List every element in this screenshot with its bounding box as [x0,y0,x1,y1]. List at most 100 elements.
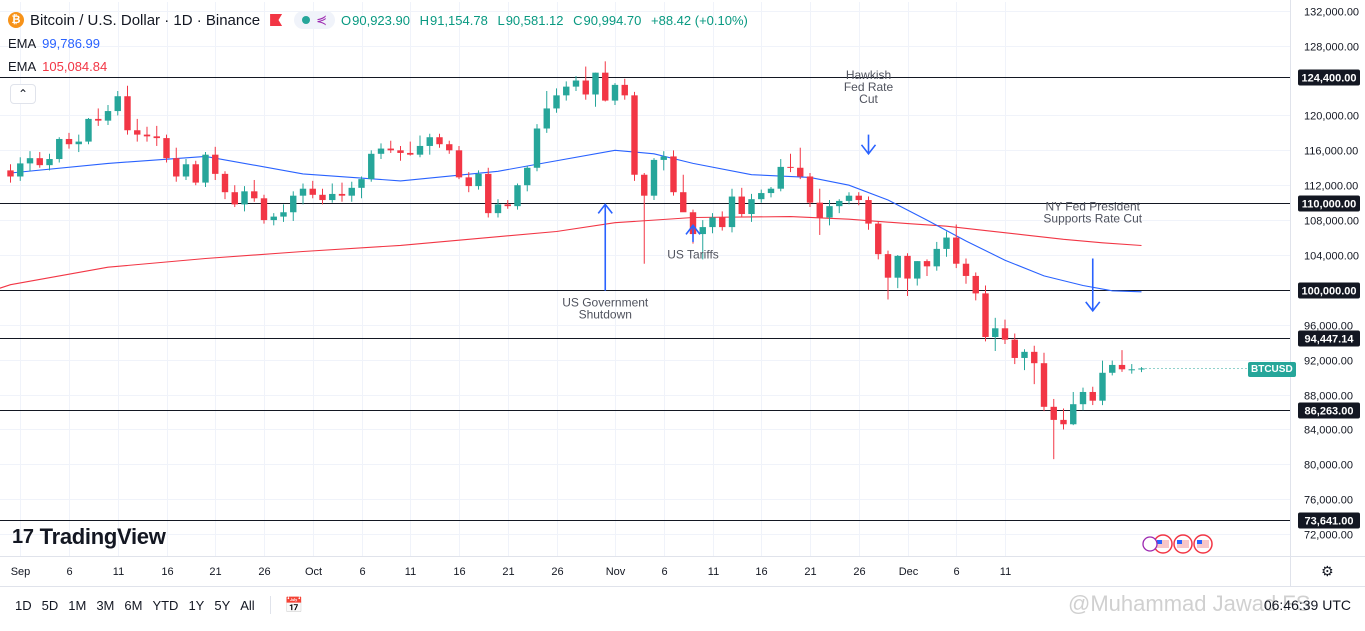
annotation-text: Supports Rate Cut [1043,212,1142,226]
candle-body [611,84,619,101]
candle-body [1128,369,1135,371]
candle-down [670,150,677,196]
tf-3m-button[interactable]: 3M [96,597,115,613]
candle-body [582,80,589,95]
event-markers[interactable] [1142,534,1213,554]
flag-canton [1197,540,1202,544]
candle-up [475,170,482,190]
annotation-text: Hawkish [846,68,891,82]
candle-down [1089,386,1096,406]
candle-body [1011,339,1018,358]
candle-body [787,166,794,168]
candle-up [75,134,82,153]
candle-down [260,194,268,224]
candle-body [826,206,833,218]
flag-canton [1177,540,1182,544]
candle-body [212,154,219,174]
candle-down [485,167,492,218]
settings-gear-icon[interactable]: ⚙ [1321,563,1334,579]
candle-up [1128,364,1135,374]
candle-down [387,140,394,153]
x-tick-label: 26 [853,566,865,578]
candle-body [836,200,843,207]
candle-up [17,157,24,181]
candlesticks [7,61,1290,460]
candle-body [1070,404,1077,425]
candle-body [348,187,355,196]
tf-5d-button[interactable]: 5D [41,597,59,613]
tf-1m-button[interactable]: 1M [68,597,87,613]
candle-body [533,128,541,168]
indicator-pill[interactable]: ⋞ [294,11,335,29]
candle-body [319,194,326,201]
candle-up [533,124,541,172]
candle-body [241,191,248,205]
candle-up [650,158,658,201]
collapse-legend-button[interactable]: ⌃ [10,84,36,104]
y-tick-label: 132,000.00 [1304,7,1359,19]
share-icon: ⋞ [316,12,327,27]
candle-down [1031,345,1038,385]
candle-body [280,212,287,217]
candle-down [719,211,726,231]
tradingview-logo[interactable]: 17 TradingView [12,524,166,550]
price-level-label: 86,263.00 [1305,406,1354,418]
candle-body [592,72,599,95]
ema50-polyline [10,149,1142,293]
ema200-legend[interactable]: EMA 105,084.84 [8,58,108,74]
candle-body [134,130,141,135]
clock-display[interactable]: 06:46:39 UTC [1263,597,1351,613]
candle-body [338,193,346,196]
ema50-legend[interactable]: EMA 99,786.99 [8,35,101,51]
tf-all-button[interactable]: All [240,597,255,613]
candle-down [95,108,102,126]
candle-down [962,258,970,284]
candle-down [407,141,414,156]
candle-up [1079,387,1087,411]
tf-1d-button[interactable]: 1D [15,597,32,613]
candle-up [524,166,531,192]
candle-body [95,118,102,121]
candle-body [563,86,570,96]
candle-up [709,213,716,234]
tf-ytd-button[interactable]: YTD [152,597,179,613]
y-tick-label: 128,000.00 [1304,42,1359,54]
tf-1y-button[interactable]: 1Y [188,597,205,613]
date-range-calendar-icon[interactable]: 📅 [284,597,304,614]
candle-up [943,231,950,257]
candle-body [689,212,697,235]
candle-up [56,137,63,163]
y-tick-label: 108,000.00 [1304,216,1359,228]
candle-up [1109,360,1116,376]
candle-up [494,199,502,218]
candle-up [202,152,209,187]
candle-body [943,237,950,249]
candle-body [962,263,970,276]
candle-body [221,173,229,193]
ema200-polyline [0,216,1142,289]
candle-down [1001,319,1009,344]
flag-canton [1157,540,1162,544]
candle-down [65,132,73,149]
candle-body [75,141,82,145]
candle-body [485,173,492,214]
candle-down [251,179,258,202]
ema50-value: 99,786.99 [42,35,101,51]
candle-up [1099,360,1106,406]
candle-body [124,96,131,131]
symbol-title[interactable]: Bitcoin / U.S. Dollar · 1D · Binance [30,11,261,29]
tf-5y-button[interactable]: 5Y [214,597,231,613]
candle-body [1060,419,1067,425]
x-tick-label: Sep [11,566,31,578]
time-axis[interactable]: 611162126Sep611162126Oct611162126Nov6111… [0,556,1365,587]
candle-down [875,220,882,260]
candle-body [299,188,307,196]
candle-body [104,111,112,121]
tf-6m-button[interactable]: 6M [124,597,143,613]
flag-icon[interactable] [270,14,283,26]
candle-down [436,133,443,148]
candle-body [309,188,316,195]
price-axis[interactable]: 72,000.00 76,000.00 80,000.00 84,000.00 88,0… [1290,0,1361,586]
